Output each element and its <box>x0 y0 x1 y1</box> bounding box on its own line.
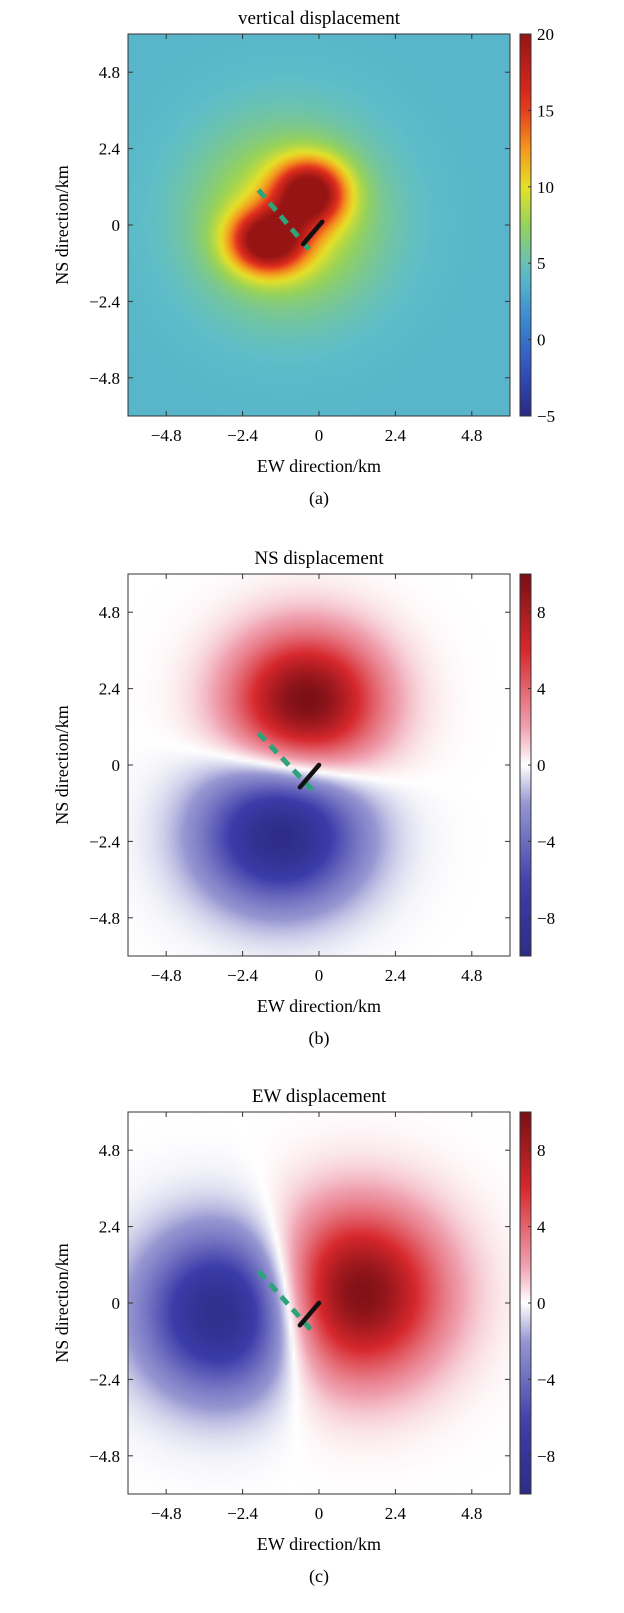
y-tick-label-c: 2.4 <box>99 1218 121 1237</box>
panel-label-c: (c) <box>309 1566 329 1587</box>
x-tick-label-a: 2.4 <box>385 426 407 445</box>
y-axis-label-a: NS direction/km <box>52 165 72 285</box>
chart-title-b: NS displacement <box>254 548 384 569</box>
x-axis-label-a: EW direction/km <box>257 456 381 476</box>
colorbar-tick-label-a: 20 <box>537 25 554 44</box>
colorbar-tick-label-b: −8 <box>537 909 555 928</box>
colorbar-tick-label-c: −8 <box>537 1447 555 1466</box>
x-tick-label-c: 0 <box>315 1504 324 1523</box>
colorbar-tick-label-b: −4 <box>537 832 556 851</box>
x-axis-label-c: EW direction/km <box>257 1534 381 1554</box>
fault-dashed-c <box>256 1269 315 1334</box>
x-tick-label-a: −4.8 <box>151 426 182 445</box>
panel-label-b: (b) <box>309 1028 330 1049</box>
y-tick-label-b: −2.4 <box>89 832 120 851</box>
y-tick-label-b: 4.8 <box>99 603 120 622</box>
x-tick-label-c: 2.4 <box>385 1504 407 1523</box>
colorbar-tick-label-a: −5 <box>537 407 555 426</box>
y-tick-label-c: −2.4 <box>89 1370 120 1389</box>
x-tick-label-b: −2.4 <box>227 966 258 985</box>
y-tick-label-c: 0 <box>112 1294 121 1313</box>
y-tick-label-a: −4.8 <box>89 369 120 388</box>
y-tick-label-c: −4.8 <box>89 1447 120 1466</box>
fault-solid-b <box>297 762 322 790</box>
y-tick-label-a: 4.8 <box>99 63 120 82</box>
colorbar-tick-label-b: 8 <box>537 603 546 622</box>
x-axis-label-b: EW direction/km <box>257 996 381 1016</box>
chart-panel-a: −4.8 −2.4 0 2.4 4.8 4.8 2.4 0 −2.4 −4.8 vertical d… <box>0 0 624 535</box>
panel-label-a: (a) <box>309 488 329 509</box>
chart-panel-c: −4.8 −2.4 0 2.4 4.8 4.8 2.4 0 −2.4 −4.8 EW displac… <box>0 1078 624 1613</box>
x-tick-label-c: 4.8 <box>461 1504 482 1523</box>
colorbar-tick-label-b: 4 <box>537 680 546 699</box>
x-tick-label-b: −4.8 <box>151 966 182 985</box>
chart-panel-b: −4.8 −2.4 0 2.4 4.8 4.8 2.4 0 −2.4 −4.8 NS displac… <box>0 540 624 1075</box>
colorbar-tick-label-a: 0 <box>537 331 546 350</box>
colorbar-tick-label-a: 10 <box>537 178 554 197</box>
colorbar-tick-label-c: −4 <box>537 1370 556 1389</box>
y-tick-label-a: 2.4 <box>99 140 121 159</box>
x-tick-label-a: −2.4 <box>227 426 258 445</box>
x-tick-label-b: 0 <box>315 966 324 985</box>
x-tick-label-a: 4.8 <box>461 426 482 445</box>
y-tick-label-a: −2.4 <box>89 292 120 311</box>
colorbar-tick-label-b: 0 <box>537 756 546 775</box>
colorbar-tick-label-a: 5 <box>537 254 546 273</box>
fault-solid-a <box>300 219 325 247</box>
x-tick-label-c: −4.8 <box>151 1504 182 1523</box>
colorbar-tick-label-c: 8 <box>537 1141 546 1160</box>
y-axis-label-b: NS direction/km <box>52 705 72 825</box>
x-tick-label-c: −2.4 <box>227 1504 258 1523</box>
chart-c-svg: −4.8 −2.4 0 2.4 4.8 4.8 2.4 0 −2.4 −4.8 EW displac… <box>52 1086 556 1587</box>
x-tick-label-a: 0 <box>315 426 324 445</box>
chart-b-svg: −4.8 −2.4 0 2.4 4.8 4.8 2.4 0 −2.4 −4.8 NS displac… <box>52 548 556 1049</box>
fault-dashed-b <box>256 731 318 796</box>
y-tick-label-b: 0 <box>112 756 121 775</box>
colorbar-tick-label-c: 4 <box>537 1218 546 1237</box>
y-axis-label-c: NS direction/km <box>52 1243 72 1363</box>
y-tick-label-a: 0 <box>112 216 121 235</box>
y-tick-label-b: −4.8 <box>89 909 120 928</box>
chart-a-svg: −4.8 −2.4 0 2.4 4.8 4.8 2.4 0 −2.4 −4.8 vertical d… <box>52 8 555 509</box>
fault-solid-c <box>297 1300 322 1328</box>
colorbar-a <box>519 33 532 417</box>
chart-title-c: EW displacement <box>252 1086 387 1107</box>
x-tick-label-b: 2.4 <box>385 966 407 985</box>
y-tick-label-b: 2.4 <box>99 680 121 699</box>
x-tick-label-b: 4.8 <box>461 966 482 985</box>
y-tick-label-c: 4.8 <box>99 1141 120 1160</box>
colorbar-tick-label-c: 0 <box>537 1294 546 1313</box>
chart-title-a: vertical displacement <box>238 8 401 29</box>
colorbar-tick-label-a: 15 <box>537 101 554 120</box>
